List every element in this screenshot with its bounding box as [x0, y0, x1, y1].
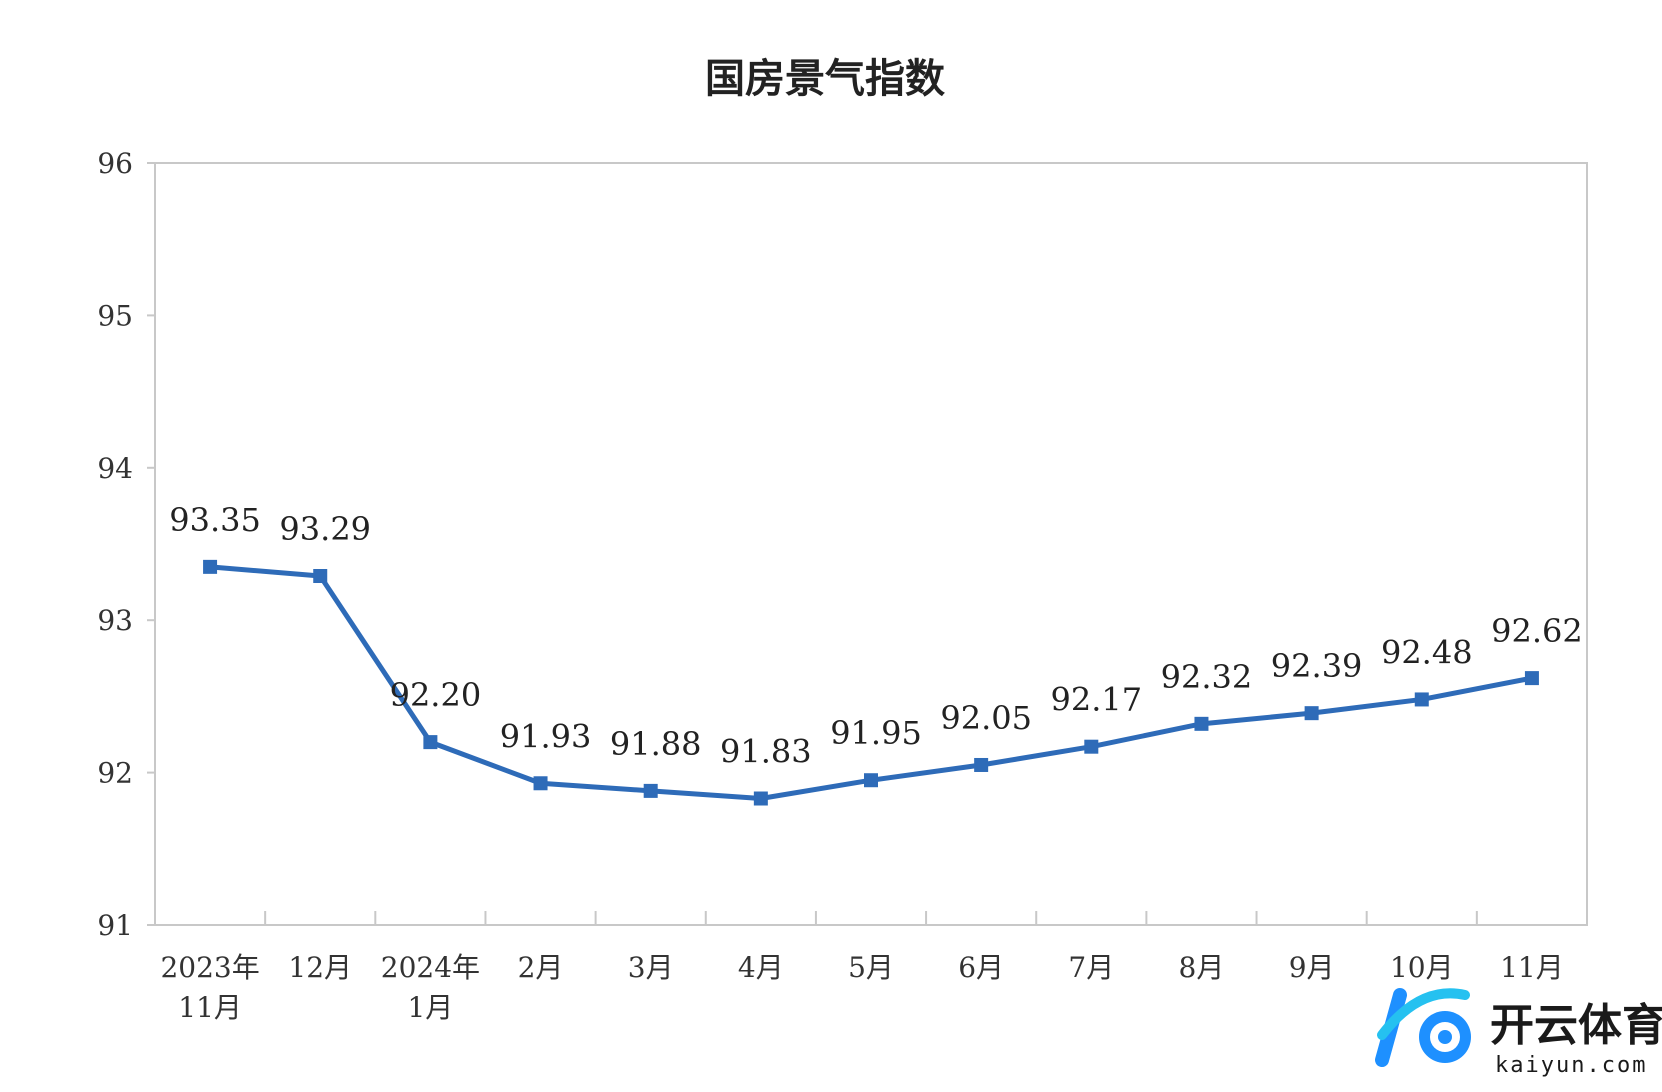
watermark-en: kaiyun.com	[1495, 1053, 1647, 1078]
x-tick-label-line: 2023年	[160, 951, 259, 984]
data-labels: 93.35 93.29 92.20 91.93 91.88 91.83 91.95 92.05…	[169, 501, 1582, 771]
x-tick-label: 8月	[1179, 951, 1225, 984]
x-tick-label-line: 10月	[1390, 951, 1454, 984]
x-tick-label-line: 5月	[848, 951, 894, 984]
x-tick-label-line: 9月	[1289, 951, 1335, 984]
data-label: 92.20	[390, 676, 482, 714]
data-point-marker	[313, 569, 328, 584]
y-tick-label: 96	[97, 147, 133, 180]
data-point-marker	[1304, 706, 1319, 721]
x-tick-label-line: 4月	[738, 951, 784, 984]
data-point-marker	[1524, 671, 1539, 686]
x-tick-label-line: 2月	[518, 951, 564, 984]
x-tick-label-line: 3月	[628, 951, 674, 984]
y-tick-label: 94	[97, 452, 133, 485]
data-point-marker	[753, 791, 768, 806]
data-label: 92.32	[1161, 658, 1253, 696]
x-tick-label: 3月	[628, 951, 674, 984]
watermark-cn: 开云体育	[1490, 1000, 1662, 1051]
x-tick-label: 4月	[738, 951, 784, 984]
data-point-marker	[974, 757, 989, 772]
x-tick-label: 2024年 1月	[381, 951, 480, 1024]
x-tick-label: 7月	[1068, 951, 1114, 984]
x-tick-label-line: 8月	[1179, 951, 1225, 984]
x-tick-label-line: 11月	[1500, 951, 1564, 984]
watermark-logo: 开云体育 kaiyun.com	[1375, 988, 1662, 1078]
y-tick-label: 93	[97, 604, 133, 637]
data-label: 91.93	[500, 717, 592, 755]
y-axis: 91 92 93 94 95 96	[97, 147, 155, 942]
data-point-marker	[203, 559, 218, 574]
y-tick-label: 95	[97, 299, 133, 332]
data-label: 93.35	[169, 501, 261, 539]
data-point-marker	[533, 776, 548, 791]
data-label: 93.29	[279, 510, 371, 548]
data-point-marker	[864, 773, 878, 788]
data-label: 92.62	[1491, 612, 1583, 650]
data-point-marker	[1084, 739, 1099, 754]
chart-title: 国房景气指数	[705, 56, 945, 102]
series-markers	[203, 559, 1539, 806]
data-point-marker	[1414, 692, 1429, 707]
kaiyun-logo-icon	[1375, 988, 1471, 1067]
x-tick-label-line: 6月	[958, 951, 1004, 984]
y-tick-label: 91	[97, 909, 133, 942]
data-point-marker	[643, 783, 658, 798]
data-label: 92.39	[1271, 647, 1363, 685]
x-tick-label: 12月	[288, 951, 352, 984]
data-label: 91.88	[610, 725, 702, 763]
x-tick-label: 9月	[1289, 951, 1335, 984]
data-point-marker	[1194, 716, 1209, 731]
x-tick-label-line: 1月	[407, 991, 453, 1024]
x-tick-label: 10月	[1390, 951, 1454, 984]
data-label: 92.48	[1381, 633, 1473, 671]
x-tick-label: 2月	[518, 951, 564, 984]
data-label: 91.83	[720, 733, 812, 771]
x-tick-label-line: 11月	[178, 991, 242, 1024]
x-tick-label: 2023年 11月	[160, 951, 259, 1024]
y-tick-label: 92	[97, 757, 133, 790]
data-label: 91.95	[830, 714, 922, 752]
data-label: 92.05	[940, 699, 1032, 737]
data-point-marker	[423, 735, 438, 750]
data-label: 92.17	[1051, 681, 1143, 719]
x-tick-label: 5月	[848, 951, 894, 984]
x-tick-label-line: 2024年	[381, 951, 480, 984]
x-tick-label: 6月	[958, 951, 1004, 984]
x-axis: 2023年 11月 12月 2024年 1月 2月 3月 4月 5月 6月 7月 8月 9月 10月 11月	[160, 911, 1564, 1024]
plot-area-frame	[154, 162, 1588, 926]
x-tick-label: 11月	[1500, 951, 1564, 984]
x-tick-label-line: 12月	[288, 951, 352, 984]
x-tick-label-line: 7月	[1068, 951, 1114, 984]
